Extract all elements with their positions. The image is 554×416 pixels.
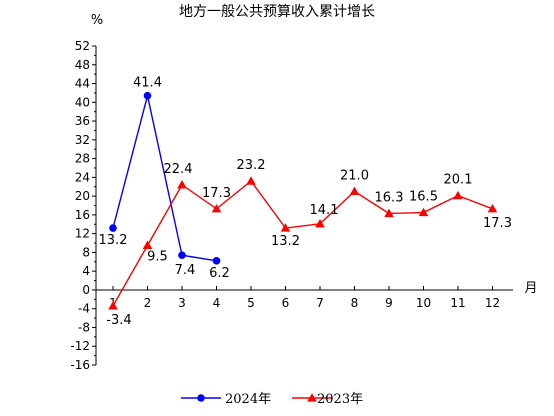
y-tick-label: -8: [78, 320, 90, 334]
y-tick-label: 36: [75, 114, 90, 128]
x-axis-unit: 月: [524, 281, 537, 296]
x-tick-label: 2: [144, 296, 152, 310]
data-label: 41.4: [133, 76, 162, 91]
x-tick-label: 11: [450, 296, 465, 310]
data-label: 16.5: [409, 190, 438, 205]
data-point: [109, 224, 117, 232]
data-label: 17.3: [202, 186, 231, 201]
x-tick-label: 8: [351, 296, 359, 310]
data-point: [246, 176, 256, 185]
data-label: 7.4: [175, 263, 196, 278]
data-label: 23.2: [237, 158, 266, 173]
chart-title: 地方一般公共预算收入累计增长: [179, 4, 375, 20]
x-tick-label: 5: [247, 296, 255, 310]
x-tick-label: 10: [416, 296, 431, 310]
data-point: [487, 203, 498, 213]
x-tick-label: 6: [282, 296, 290, 310]
data-labels: 13.2 41.4 7.4 6.2 -3.4 9.5 22.4 17.3 23.2 13.2 14.…: [99, 76, 512, 328]
y-tick-label: 28: [75, 152, 90, 166]
series-layer: [108, 91, 498, 310]
y-tick-label: 32: [75, 133, 90, 147]
x-tick-label: 9: [385, 296, 393, 310]
y-tick-label: 40: [75, 95, 90, 109]
legend-marker-0: [197, 394, 205, 402]
data-point: [211, 203, 222, 213]
axes: -16-12-8-4048121620242832364044485212345…: [70, 39, 513, 372]
data-point: [349, 186, 360, 196]
y-tick-label: 16: [75, 208, 90, 222]
data-point: [418, 207, 429, 217]
data-label: 17.3: [483, 216, 512, 231]
data-point: [143, 91, 152, 100]
data-label: 16.3: [375, 190, 404, 205]
y-tick-label: 4: [82, 264, 90, 278]
data-point: [280, 223, 291, 232]
y-tick-label: -12: [70, 339, 90, 353]
y-tick-label: 8: [82, 245, 90, 259]
data-point: [142, 240, 153, 249]
legend-marker-1: [307, 393, 317, 402]
data-point: [108, 301, 118, 310]
data-label: 9.5: [147, 249, 168, 264]
legend: 2024年 2023年: [181, 392, 363, 407]
data-label: 21.0: [340, 168, 369, 183]
data-label: 20.1: [444, 173, 473, 188]
y-tick-label: 24: [75, 170, 90, 184]
y-tick-label: -4: [78, 302, 90, 316]
data-point: [384, 208, 394, 218]
y-tick-label: 12: [75, 227, 90, 241]
y-tick-label: 44: [75, 77, 90, 91]
y-axis-unit: %: [91, 13, 103, 28]
x-tick-label: 12: [485, 296, 500, 310]
data-point: [178, 251, 186, 260]
data-point: [177, 180, 187, 189]
data-point: [212, 257, 221, 265]
y-tick-label: -16: [70, 358, 90, 372]
legend-label-0: 2024年: [225, 392, 271, 407]
data-label: 13.2: [99, 233, 128, 248]
x-tick-label: 4: [213, 296, 221, 310]
data-label: -3.4: [106, 313, 131, 328]
y-tick-label: 0: [82, 283, 90, 297]
legend-label-1: 2023年: [317, 392, 363, 407]
series-line-1: [112, 180, 493, 307]
data-point: [453, 190, 463, 200]
data-point: [315, 218, 325, 228]
y-tick-label: 48: [75, 58, 90, 72]
x-tick-label: 3: [178, 296, 186, 310]
data-label: 6.2: [209, 266, 230, 281]
data-label: 13.2: [271, 234, 300, 249]
data-label: 22.4: [164, 162, 193, 177]
y-tick-label: 20: [75, 189, 90, 203]
series-line-0: [112, 95, 217, 262]
x-tick-label: 7: [316, 296, 324, 310]
y-tick-label: 52: [75, 39, 90, 53]
data-label: 14.1: [310, 203, 339, 218]
